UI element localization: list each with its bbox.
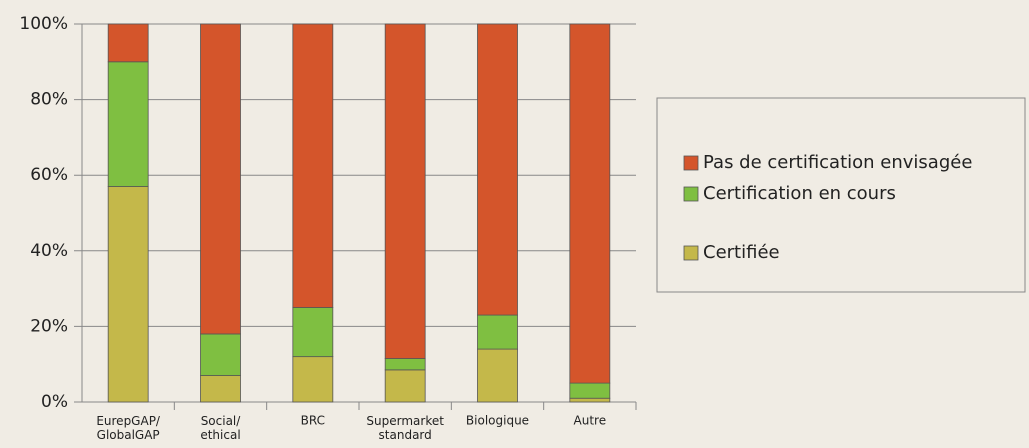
bar-segment	[477, 348, 518, 403]
x-tick-label: BRC	[301, 414, 325, 428]
x-tick-label: Biologique	[466, 414, 529, 428]
x-tick-label: Autre	[574, 414, 607, 428]
legend-label: Certifiée	[703, 242, 780, 263]
legend-label: Pas de certification envisagée	[703, 152, 972, 173]
bar-segment	[107, 186, 149, 403]
x-tick-label: Social/ethical	[200, 414, 241, 442]
bar-segment	[107, 23, 149, 63]
bar-segment	[477, 314, 518, 350]
bar-segment	[200, 375, 241, 403]
bar-segment	[107, 61, 149, 187]
bar-segment	[569, 23, 611, 384]
bar-segment	[200, 333, 241, 376]
bar-segment	[384, 369, 426, 403]
bar-segment	[200, 23, 241, 335]
bar-segment	[569, 397, 611, 403]
y-tick-label: 40%	[30, 241, 68, 261]
x-tick-label: EurepGAP/GlobalGAP	[96, 414, 161, 442]
bar-segment	[292, 356, 334, 403]
legend-label: Certification en cours	[703, 183, 896, 204]
x-tick-label: Supermarket standard	[366, 414, 444, 442]
y-tick-label: 20%	[30, 316, 68, 336]
bar-segment	[292, 23, 334, 308]
legend-swatch	[683, 186, 699, 202]
y-tick-label: 80%	[30, 90, 68, 110]
bar-segment	[569, 382, 611, 399]
bar-segment	[292, 307, 334, 358]
y-tick-label: 100%	[19, 14, 68, 34]
y-tick-label: 60%	[30, 165, 68, 185]
y-tick-label: 0%	[41, 392, 68, 412]
bar-segment	[477, 23, 518, 316]
legend-box	[656, 97, 1026, 293]
legend-swatch	[683, 245, 699, 261]
legend-swatch	[683, 155, 699, 171]
bar-segment	[384, 23, 426, 359]
bar-segment	[384, 358, 426, 371]
